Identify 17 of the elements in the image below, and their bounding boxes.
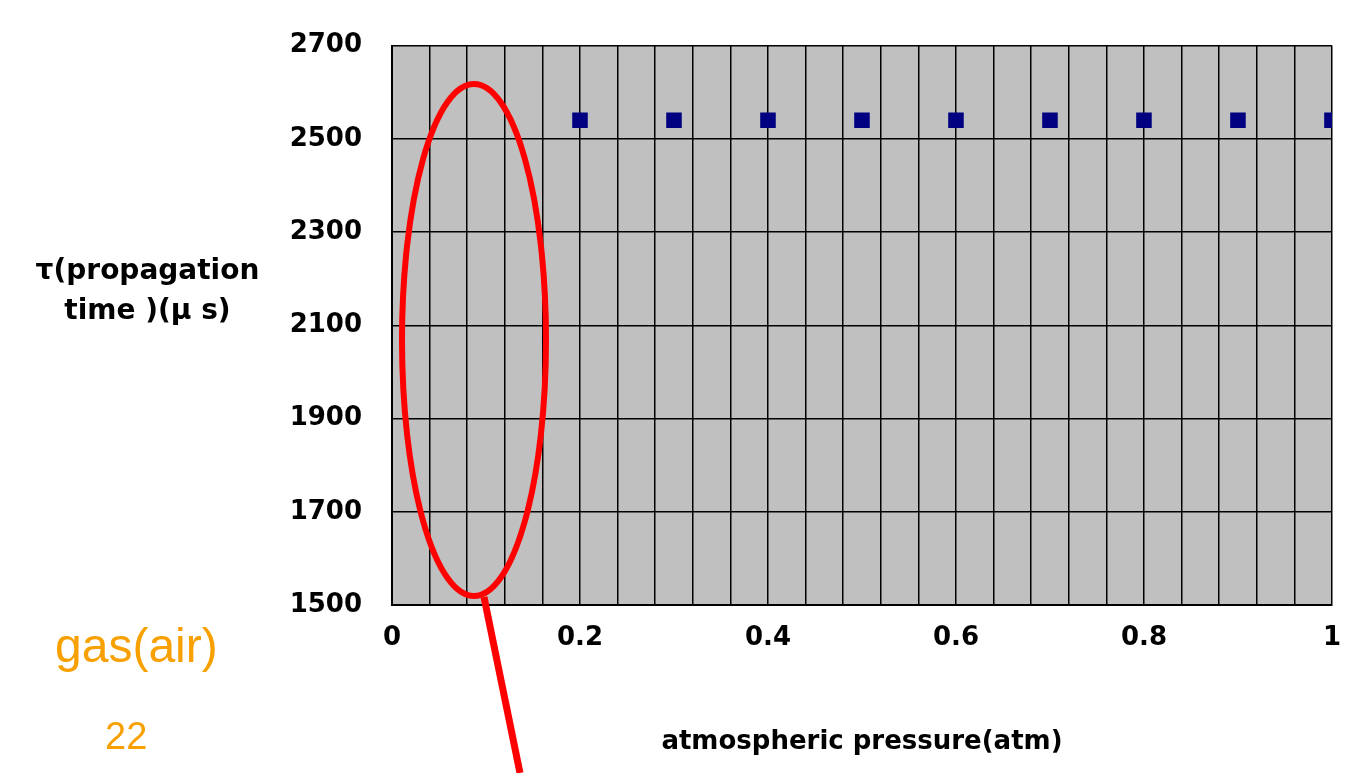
text: 22 xyxy=(105,715,148,758)
y-tick-label: 1700 xyxy=(289,494,362,525)
y-tick-label: 2100 xyxy=(289,308,362,339)
x-tick-label: 0.6 xyxy=(932,621,979,652)
x-tick-label: 0 xyxy=(382,621,402,652)
x-tick-label: 0.4 xyxy=(744,621,792,652)
x-axis-title: atmospheric pressure(atm) xyxy=(661,725,1063,756)
y-axis-title: τ(propagation time )(μ s) xyxy=(34,252,261,328)
text: gas(air) xyxy=(55,618,218,673)
y-tick-label: 2500 xyxy=(289,121,362,152)
x-tick-label: 0.2 xyxy=(556,621,604,652)
y-tick-label: 1500 xyxy=(289,587,362,618)
y-tick-label: 2700 xyxy=(289,28,362,59)
y-tick-label: 1900 xyxy=(289,401,362,432)
y-tick-label: 2300 xyxy=(289,214,362,245)
x-tick-label: 0.8 xyxy=(1120,621,1167,652)
x-tick-label: 1 xyxy=(1322,621,1341,652)
